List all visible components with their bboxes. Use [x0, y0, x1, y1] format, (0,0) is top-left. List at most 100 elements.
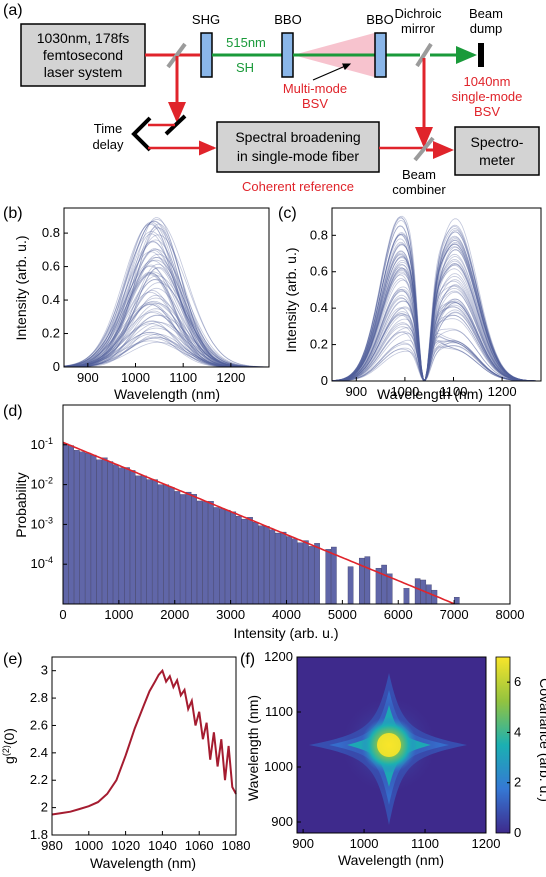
c-spectrum-trace: [331, 253, 540, 382]
c-spectrum-trace: [332, 239, 540, 382]
d-histogram-bar: [157, 484, 164, 605]
y-tick-label: 0.4: [42, 292, 60, 307]
d-histogram-bar: [202, 501, 209, 605]
d-histogram-bar: [208, 501, 214, 605]
b-spectra-traces: [63, 217, 269, 368]
d-histogram-bar: [364, 556, 371, 605]
laser-text-1: 1030nm, 178fs: [37, 30, 130, 46]
x-tick-label: 1020: [111, 838, 140, 853]
c-spectrum-trace: [332, 298, 541, 382]
x-tick-label: 900: [292, 836, 314, 851]
e-plot-frame: [51, 656, 237, 836]
c-spectrum-trace: [331, 274, 540, 382]
dichroic-label-1: Dichroic: [395, 6, 442, 21]
f-heatmap: [297, 657, 486, 833]
x-tick-label: 4000: [272, 607, 301, 622]
c-spectrum-trace: [331, 263, 541, 382]
b-spectrum-trace: [64, 226, 268, 368]
c-spectrum-trace: [332, 264, 540, 382]
spectral-text-2: in single-mode fiber: [237, 148, 360, 164]
c-spectrum-trace: [332, 331, 540, 382]
d-histogram-bar: [286, 536, 292, 605]
c-axis-ticks: 900 1000 1100 1200 0 0.2 0.4 0.6 0.8: [310, 227, 517, 399]
b-spectrum-trace: [63, 249, 268, 368]
c-spectrum-trace: [331, 234, 540, 382]
d-histogram-bar: [90, 454, 97, 605]
d-histogram-bar: [62, 443, 69, 605]
d-histogram-bar: [297, 542, 304, 605]
panel-d-chart: (d) 0 1000 2000 3000 4000 5000 6000 7000 8000 10-…: [3, 403, 524, 641]
mm-pointer-arrow: [312, 63, 352, 81]
c-spectrum-trace: [332, 307, 540, 382]
c-spectrum-trace: [331, 243, 541, 382]
c-spectrum-trace: [331, 231, 540, 382]
d-histogram-bar: [291, 538, 298, 605]
x-tick-label: 1000: [104, 607, 133, 622]
dichroic-mirror: [415, 42, 433, 68]
y-tick-label: 2.6: [30, 717, 48, 732]
c-spectrum-trace: [332, 284, 541, 382]
y-tick-label: 0.2: [42, 326, 60, 341]
time-delay-label-1: Time: [94, 121, 122, 136]
b-spectrum-trace: [63, 301, 268, 368]
c-spectrum-trace: [331, 256, 540, 382]
x-tick-label: 1000: [121, 370, 150, 385]
beam-dump: [478, 43, 484, 67]
c-spectrum-trace: [331, 220, 541, 382]
y-tick-label: 1200: [264, 649, 293, 664]
sm-label-2: single-mode: [452, 89, 523, 104]
x-tick-label: 0: [59, 607, 66, 622]
b-spectrum-trace: [63, 278, 269, 368]
d-histogram-bar: [118, 467, 125, 605]
beam-combiner: [413, 136, 435, 162]
y-tick-label: 0.4: [310, 300, 328, 315]
y-tick-label: 10-4: [31, 555, 53, 571]
d-histogram-bar: [68, 445, 75, 605]
c-spectrum-trace: [331, 224, 540, 382]
b-spectrum-trace: [63, 308, 268, 368]
b-spectrum-trace: [64, 322, 269, 368]
b-ylabel: Intensity (arb. u.): [13, 235, 29, 340]
y-tick-label: 0.2: [310, 337, 328, 352]
x-tick-label: 1100: [440, 384, 468, 399]
y-tick-label: 10-1: [31, 436, 53, 452]
e-ylabel: g(2)(0): [1, 728, 17, 764]
x-tick-label: 7000: [440, 607, 469, 622]
c-spectrum-trace: [332, 312, 540, 382]
c-spectrum-trace: [331, 234, 540, 382]
y-tick-label: 900: [271, 814, 293, 829]
c-spectrum-trace: [331, 233, 540, 382]
d-ylabel: Probability: [13, 472, 29, 537]
b-xlabel: Wavelength (nm): [114, 386, 220, 402]
delay-mirror-2: [164, 114, 187, 136]
b-spectrum-trace: [63, 300, 268, 368]
b-spectrum-trace: [63, 218, 269, 368]
c-spectrum-trace: [331, 285, 541, 382]
b-spectrum-trace: [63, 327, 268, 368]
c-spectrum-trace: [332, 229, 540, 382]
c-spectrum-trace: [331, 254, 540, 382]
bbo2-crystal: [374, 32, 387, 78]
b-spectrum-trace: [64, 220, 268, 368]
b-spectrum-trace: [63, 271, 268, 368]
d-histogram-bar: [107, 461, 114, 605]
c-spectrum-trace: [331, 250, 540, 382]
f-colorbar: [495, 656, 511, 834]
d-histogram-bar: [414, 578, 421, 605]
sm-label-1: 1040nm: [464, 74, 511, 89]
c-spectra-traces: [331, 215, 541, 382]
c-spectrum-trace: [331, 266, 540, 382]
f-axis-ticks: 900 1000 1100 1200 900 1000 1100 1200: [264, 649, 500, 851]
b-spectrum-trace: [64, 287, 268, 368]
b-spectrum-trace: [64, 282, 269, 368]
panel-e-chart: (e) 980 1000 1020 1040 1060 1080 1.8 2 2.2 2.4 2.6…: [1, 651, 250, 871]
dump-label-2: dump: [470, 21, 503, 36]
d-histogram-bar: [224, 509, 231, 605]
c-spectrum-trace: [331, 313, 540, 382]
c-spectrum-trace: [331, 297, 540, 382]
panel-label-f: (f): [240, 651, 255, 668]
c-spectrum-trace: [331, 271, 541, 382]
x-tick-label: 1000: [350, 836, 379, 851]
b-spectrum-trace: [64, 266, 268, 368]
